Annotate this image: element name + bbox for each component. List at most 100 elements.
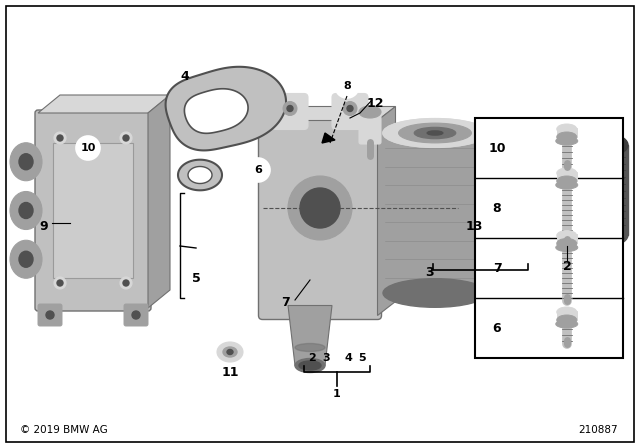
Ellipse shape [132,311,140,319]
Ellipse shape [557,168,577,178]
Text: 4: 4 [344,353,352,363]
Ellipse shape [557,132,577,142]
Ellipse shape [383,119,487,147]
Text: 5: 5 [358,353,366,363]
Circle shape [54,132,66,144]
Text: 4: 4 [180,69,189,82]
Ellipse shape [299,361,321,370]
Ellipse shape [557,307,577,317]
FancyBboxPatch shape [35,110,151,311]
Ellipse shape [10,240,42,278]
Ellipse shape [557,231,577,241]
Ellipse shape [557,315,577,325]
Ellipse shape [383,119,487,147]
Bar [557,311,577,320]
Ellipse shape [19,202,33,219]
FancyBboxPatch shape [38,304,62,326]
Ellipse shape [295,358,325,372]
FancyBboxPatch shape [259,116,381,319]
Bar [557,234,577,244]
Circle shape [246,158,270,182]
Ellipse shape [557,124,577,134]
Bar [53,143,133,278]
Ellipse shape [556,137,578,145]
Text: 2: 2 [563,259,572,272]
Polygon shape [148,95,170,308]
Circle shape [57,135,63,141]
Ellipse shape [19,154,33,170]
Text: 10: 10 [80,143,96,153]
Ellipse shape [10,191,42,229]
Polygon shape [188,167,212,184]
Text: 5: 5 [191,271,200,284]
Text: 13: 13 [465,220,483,233]
Text: 8: 8 [343,81,351,91]
Polygon shape [184,89,248,134]
Circle shape [123,135,129,141]
Polygon shape [378,107,396,315]
Ellipse shape [556,244,578,251]
Bar [557,172,577,181]
Circle shape [54,277,66,289]
Text: 3: 3 [426,267,435,280]
Ellipse shape [383,279,487,307]
Text: 8: 8 [493,202,501,215]
Bar [383,133,487,293]
Text: © 2019 BMW AG: © 2019 BMW AG [20,425,108,435]
FancyBboxPatch shape [332,94,368,129]
FancyBboxPatch shape [272,94,308,129]
Circle shape [120,132,132,144]
Text: 7: 7 [280,297,289,310]
Ellipse shape [538,160,586,190]
Ellipse shape [295,344,325,352]
Ellipse shape [227,349,233,354]
Circle shape [288,176,352,240]
Circle shape [76,136,100,160]
Text: 11: 11 [221,366,239,379]
Polygon shape [166,67,286,151]
Ellipse shape [414,127,456,139]
Ellipse shape [556,320,578,328]
Ellipse shape [428,131,443,135]
Text: 210887: 210887 [579,425,618,435]
Circle shape [287,105,293,112]
Circle shape [123,280,129,286]
Bar [520,145,628,235]
Text: 2: 2 [308,353,316,363]
Circle shape [57,280,63,286]
Text: 1: 1 [333,389,341,399]
Text: 6: 6 [493,322,501,335]
Text: 9: 9 [40,220,48,233]
Polygon shape [288,306,332,366]
Circle shape [283,102,297,116]
FancyBboxPatch shape [359,112,381,144]
Ellipse shape [557,238,577,249]
Polygon shape [178,159,222,190]
Ellipse shape [19,251,33,267]
Text: 10: 10 [488,142,506,155]
Ellipse shape [217,342,243,362]
FancyBboxPatch shape [124,304,148,326]
Ellipse shape [359,106,381,118]
Ellipse shape [10,143,42,181]
Ellipse shape [520,127,628,163]
Ellipse shape [399,123,472,143]
Polygon shape [38,95,170,113]
Text: 12: 12 [366,96,384,109]
Circle shape [343,102,357,116]
Ellipse shape [46,311,54,319]
Polygon shape [322,133,335,143]
Text: 7: 7 [493,262,501,275]
Ellipse shape [520,217,628,253]
Ellipse shape [557,176,577,186]
Bar [557,128,577,137]
Circle shape [300,188,340,228]
Bar [475,118,623,358]
Text: 3: 3 [322,353,330,363]
Ellipse shape [223,347,237,357]
Polygon shape [262,107,396,121]
Circle shape [335,74,359,98]
Ellipse shape [556,181,578,189]
Text: 6: 6 [254,165,262,175]
Circle shape [347,105,353,112]
